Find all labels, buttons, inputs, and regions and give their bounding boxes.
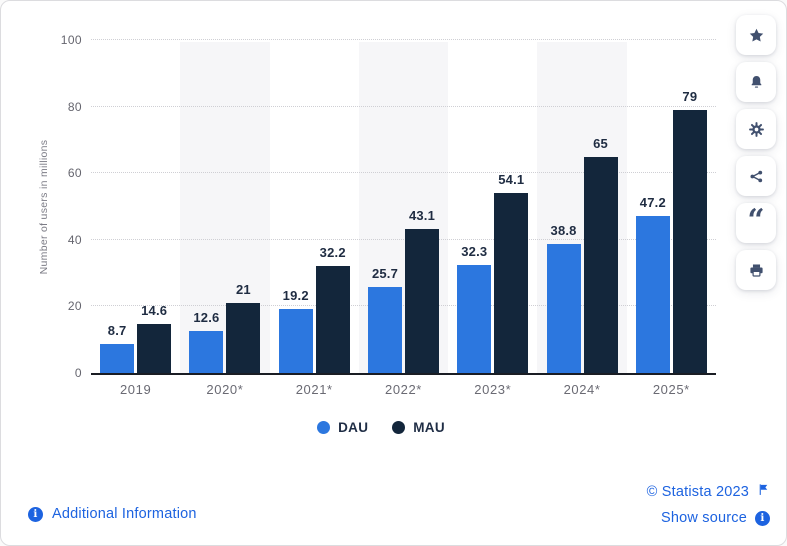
legend: DAU MAU xyxy=(21,420,741,435)
bar-dau-2025[interactable] xyxy=(635,215,670,373)
cite-button[interactable]: “ xyxy=(736,203,776,243)
plot-area: 0 20 40 60 80 100 8.7 14.6 12.6 21 19.2 32.2 25.7 43… xyxy=(61,33,716,397)
info-icon: i xyxy=(28,506,43,522)
bar-mau-2023[interactable] xyxy=(494,192,529,373)
gridline xyxy=(91,305,716,307)
x-axis-label-2022: 2022* xyxy=(384,382,422,397)
bar-value-label: 43.1 xyxy=(408,208,436,224)
alert-button[interactable] xyxy=(736,62,776,102)
additional-information-link[interactable]: i Additional Information xyxy=(28,506,197,522)
bar-value-label: 19.2 xyxy=(282,288,309,304)
bar-dau-2023[interactable] xyxy=(457,265,492,373)
additional-information-label: Additional Information xyxy=(52,506,197,522)
bar-value-label: 12.6 xyxy=(193,310,220,326)
x-axis-label-2021: 2021* xyxy=(295,382,333,397)
gear-icon xyxy=(748,121,765,138)
y-tick-label: 80 xyxy=(67,99,82,114)
bar-dau-2021[interactable] xyxy=(278,309,313,373)
bar-mau-2024[interactable] xyxy=(583,156,618,373)
x-axis-label-2024: 2024* xyxy=(563,382,601,397)
y-tick-label: 60 xyxy=(67,166,82,181)
bell-icon xyxy=(748,74,765,91)
share-icon xyxy=(748,168,765,185)
bar-value-label: 38.8 xyxy=(550,222,577,238)
y-tick-label: 40 xyxy=(67,232,82,247)
show-source-label: Show source xyxy=(660,510,747,526)
dau-legend-dot-icon xyxy=(317,421,331,434)
bar-value-label: 54.1 xyxy=(498,171,525,187)
legend-label-mau: MAU xyxy=(413,420,445,435)
footer-source-block: © Statista 2023 Show source i xyxy=(647,482,770,526)
bar-mau-2025[interactable] xyxy=(672,109,707,373)
legend-label-dau: DAU xyxy=(338,420,369,435)
y-tick-label: 100 xyxy=(60,33,82,47)
bar-dau-2024[interactable] xyxy=(546,243,581,373)
settings-button[interactable] xyxy=(736,109,776,149)
chart-toolbar: “ xyxy=(736,15,776,290)
bar-value-label: 32.3 xyxy=(461,244,488,260)
share-button[interactable] xyxy=(736,156,776,196)
bar-value-label: 8.7 xyxy=(107,323,127,339)
print-icon xyxy=(748,262,765,279)
bar-value-label: 25.7 xyxy=(371,266,399,282)
bar-dau-2019[interactable] xyxy=(100,344,135,373)
y-tick-label: 20 xyxy=(67,299,82,314)
mau-legend-dot-icon xyxy=(392,421,406,434)
quote-icon: “ xyxy=(747,203,765,238)
gridline xyxy=(91,172,716,174)
print-button[interactable] xyxy=(736,250,776,290)
bar-value-label: 79 xyxy=(682,88,698,104)
flag-icon xyxy=(757,482,770,501)
bar-mau-2019[interactable] xyxy=(137,324,172,373)
x-axis-label-2025: 2025* xyxy=(652,382,690,397)
gridline xyxy=(91,238,716,240)
bar-dau-2020[interactable] xyxy=(189,331,224,373)
star-icon xyxy=(748,27,765,44)
x-axis-label-2019: 2019 xyxy=(119,382,152,397)
source-info-icon: i xyxy=(755,510,770,526)
statista-copyright-link[interactable]: © Statista 2023 xyxy=(647,482,770,501)
x-axis-label-2020: 2020* xyxy=(206,382,244,397)
show-source-link[interactable]: Show source i xyxy=(661,510,770,526)
copyright-label: © Statista 2023 xyxy=(646,483,749,500)
bar-value-label: 21 xyxy=(235,282,251,298)
y-tick-label: 0 xyxy=(74,366,82,380)
bar-mau-2021[interactable] xyxy=(315,265,350,373)
gridline xyxy=(91,105,716,107)
bar-value-label: 65 xyxy=(593,135,608,151)
bar-value-label: 32.2 xyxy=(319,244,346,260)
y-axis-title: Number of users in millions xyxy=(38,139,50,275)
bar-dau-2022[interactable] xyxy=(368,287,402,373)
favorite-button[interactable] xyxy=(736,15,776,55)
bar-mau-2020[interactable] xyxy=(226,303,261,373)
gridline xyxy=(91,39,716,40)
legend-item-mau[interactable]: MAU xyxy=(392,420,445,435)
legend-item-dau[interactable]: DAU xyxy=(317,420,368,435)
x-axis-label-2023: 2023* xyxy=(474,382,512,397)
bar-value-label: 14.6 xyxy=(141,303,168,319)
bar-value-label: 47.2 xyxy=(639,194,666,210)
bar-mau-2022[interactable] xyxy=(405,229,439,373)
